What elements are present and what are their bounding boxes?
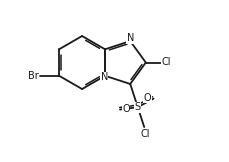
Text: N: N bbox=[126, 33, 133, 43]
Text: N: N bbox=[100, 72, 107, 82]
Text: O: O bbox=[143, 93, 150, 103]
Text: Cl: Cl bbox=[140, 129, 149, 139]
Text: Cl: Cl bbox=[161, 57, 171, 67]
Text: O: O bbox=[122, 104, 129, 114]
Text: S: S bbox=[134, 102, 140, 112]
Text: Br: Br bbox=[28, 71, 39, 81]
